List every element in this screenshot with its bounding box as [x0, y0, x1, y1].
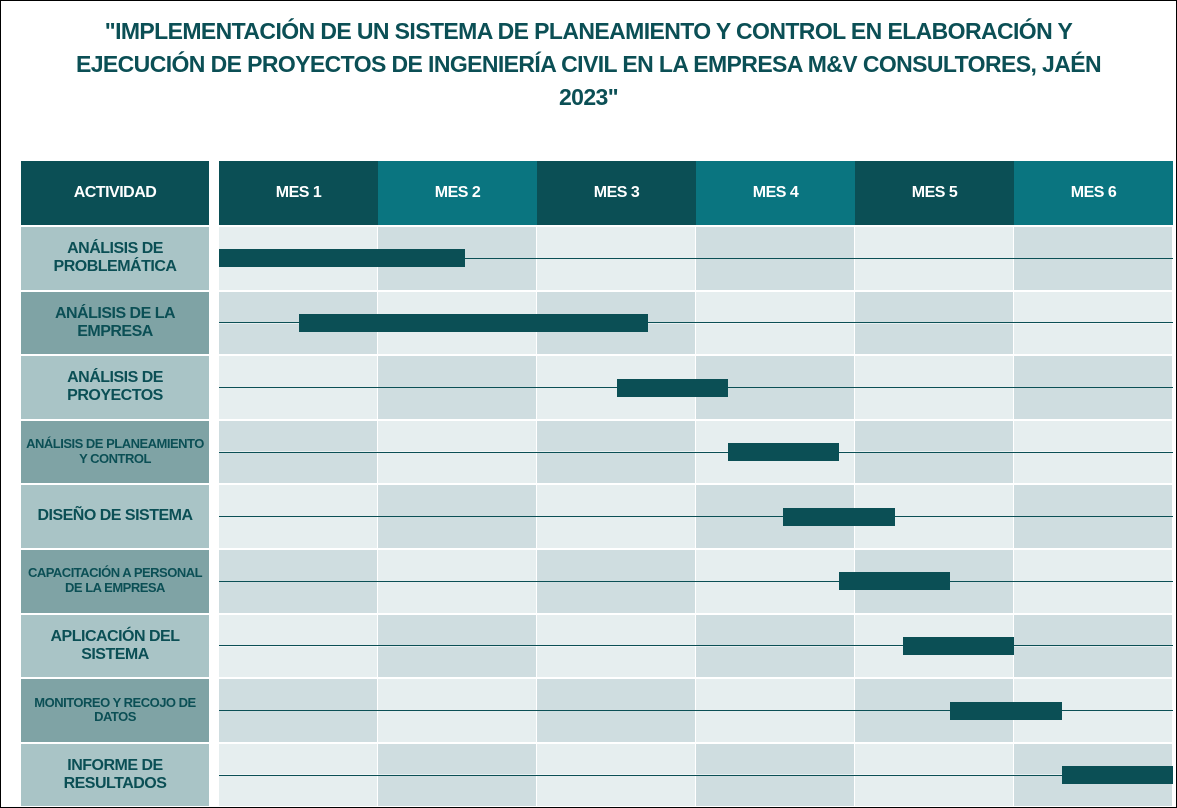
month-header: MES 5 — [855, 161, 1014, 225]
bar — [783, 507, 895, 526]
bar — [298, 313, 649, 332]
row-line — [219, 645, 1173, 647]
task-label: MONITOREO Y RECOJO DE DATOS — [21, 679, 209, 742]
month-header: MES 1 — [219, 161, 378, 225]
row-line — [219, 516, 1173, 518]
bar — [902, 636, 1014, 655]
row-line — [219, 322, 1173, 324]
row-line — [219, 451, 1173, 453]
chart-title: "IMPLEMENTACIÓN DE UN SISTEMA DE PLANEAM… — [76, 18, 1102, 110]
row-line — [219, 710, 1173, 711]
bar — [839, 572, 951, 591]
month-header: MES 6 — [1014, 161, 1173, 225]
task-label: ANÁLISIS DE LA EMPRESA — [21, 291, 209, 355]
month-header: MES 4 — [696, 161, 855, 225]
task-label: ANÁLISIS DE PLANEAMIENTO Y CONTROL — [21, 420, 209, 484]
task-label: ANÁLISIS DE PROYECTOS — [21, 356, 209, 419]
bar — [1061, 766, 1173, 785]
bar — [616, 378, 728, 397]
bar — [219, 249, 466, 268]
row-line — [219, 774, 1173, 776]
month-header: MES 2 — [378, 161, 537, 225]
task-label: CAPACITACIÓN A PERSONAL DE LA EMPRESA — [21, 550, 209, 613]
header-cell: ACTIVIDAD — [21, 161, 209, 225]
bar — [727, 443, 840, 462]
task-label: ANÁLISIS DE PROBLEMÁTICA — [21, 227, 209, 290]
task-label: APLICACIÓN DEL SISTEMA — [21, 614, 209, 678]
row-line — [219, 257, 1173, 259]
task-label: INFORME DE RESULTADOS — [21, 743, 209, 807]
task-label: DISEÑO DE SISTEMA — [21, 485, 209, 548]
month-header: MES 3 — [537, 161, 696, 225]
row-line — [219, 580, 1173, 582]
bar — [950, 701, 1062, 720]
